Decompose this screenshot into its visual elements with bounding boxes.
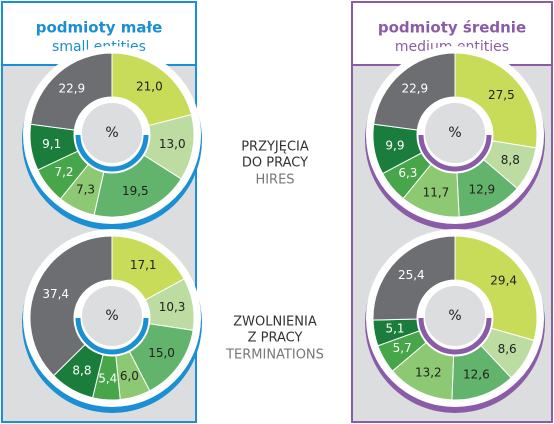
- inner-accent: [418, 134, 492, 172]
- value-label: 9,9: [385, 138, 404, 152]
- value-label: 5,7: [393, 341, 412, 355]
- value-label: 8,8: [501, 153, 520, 167]
- value-label: 7,2: [54, 165, 73, 179]
- center-label: %: [448, 125, 461, 141]
- row-label-english: HIRES: [255, 173, 294, 188]
- value-label: 8,6: [498, 342, 517, 356]
- value-label: 9,1: [42, 137, 61, 151]
- value-label: 13,0: [159, 137, 186, 151]
- value-label: 5,4: [98, 371, 117, 385]
- value-label: 7,3: [76, 182, 95, 196]
- center-label: %: [105, 308, 118, 324]
- value-label: 13,2: [415, 365, 442, 379]
- value-label: 22,9: [401, 82, 428, 96]
- value-label: 19,5: [122, 184, 149, 198]
- row-label: DO PRACY: [242, 156, 308, 171]
- value-label: 6,3: [398, 166, 417, 180]
- value-label: 22,9: [58, 82, 85, 96]
- center: [425, 103, 485, 163]
- row-label: ZWOLNIENIA: [233, 315, 317, 330]
- value-label: 29,4: [490, 274, 517, 288]
- inner-accent: [75, 317, 149, 355]
- center: [425, 286, 485, 346]
- panel-title: podmioty małe: [36, 19, 163, 37]
- center: [82, 103, 142, 163]
- inner-accent: [418, 317, 492, 355]
- inner-accent: [75, 134, 149, 172]
- value-label: 27,5: [488, 88, 515, 102]
- value-label: 15,0: [148, 346, 175, 360]
- value-label: 17,1: [130, 258, 157, 272]
- value-label: 6,0: [120, 369, 139, 383]
- center-label: %: [448, 308, 461, 324]
- center-label: %: [105, 125, 118, 141]
- value-label: 12,6: [463, 368, 490, 382]
- value-label: 25,4: [398, 268, 425, 282]
- value-label: 11,7: [423, 185, 450, 199]
- panel-title: podmioty średnie: [378, 19, 526, 37]
- row-label-english: TERMINATIONS: [225, 348, 324, 363]
- value-label: 21,0: [136, 79, 163, 93]
- value-label: 10,3: [159, 300, 186, 314]
- row-label: PRZYJĘCIA: [241, 140, 309, 155]
- value-label: 8,8: [72, 364, 91, 378]
- center: [82, 286, 142, 346]
- value-label: 37,4: [42, 287, 69, 301]
- value-label: 5,1: [385, 322, 404, 336]
- row-label: Z PRACY: [248, 331, 303, 346]
- value-label: 12,9: [468, 182, 495, 196]
